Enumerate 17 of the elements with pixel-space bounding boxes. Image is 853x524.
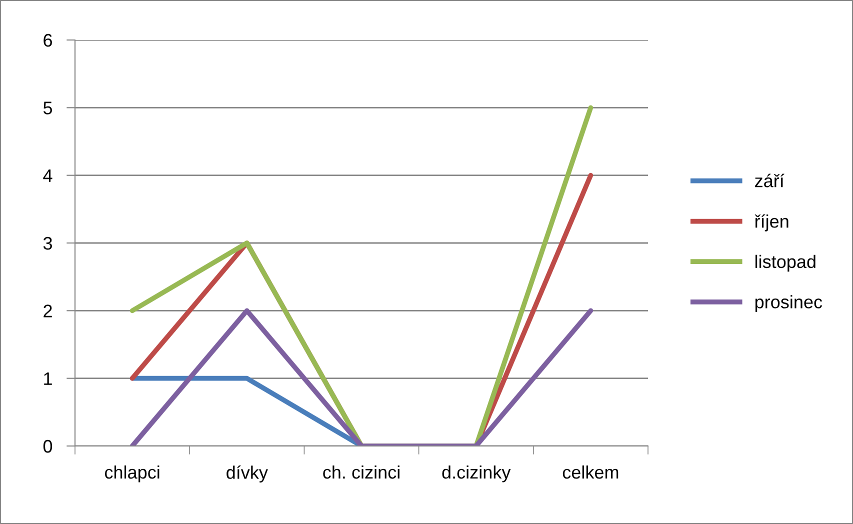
x-tick-label: dívky <box>226 465 268 482</box>
legend-label: listopad <box>756 254 816 272</box>
legend-label: prosinec <box>755 295 822 312</box>
legend-label: září <box>755 174 784 188</box>
legend-label: říjen <box>754 214 788 232</box>
y-tick-label: 3 <box>43 236 52 250</box>
x-tick-label: chlapci <box>104 465 160 482</box>
x-tick-label: celkem <box>562 465 618 479</box>
y-tick-label: 0 <box>43 440 52 453</box>
y-tick-label: 1 <box>44 372 52 385</box>
x-tick-label: ch. cizinci <box>323 465 400 479</box>
y-tick-label: 4 <box>43 169 52 182</box>
y-tick-label: 5 <box>43 102 52 114</box>
y-tick-label: 6 <box>44 34 52 47</box>
x-tick-label: d.cizinky <box>442 465 511 482</box>
line-series <box>130 105 594 446</box>
y-tick-label: 2 <box>44 304 52 318</box>
